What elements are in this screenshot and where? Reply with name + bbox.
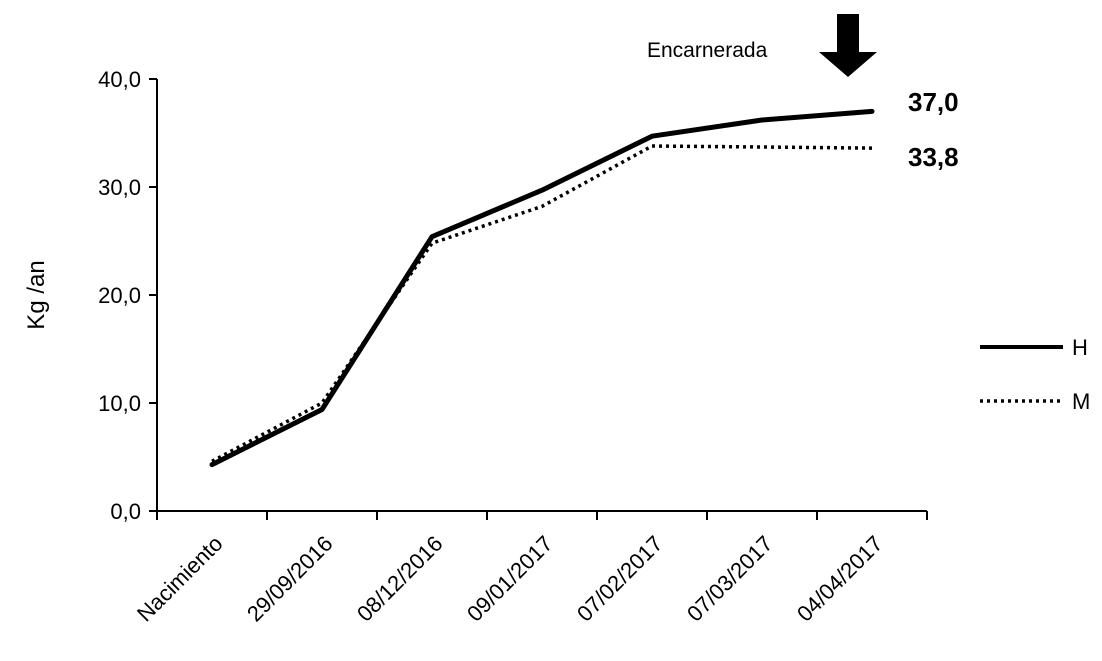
x-tick-label: 08/12/2016 xyxy=(352,531,448,627)
x-tick-label: 29/09/2016 xyxy=(242,531,338,627)
y-tick-label: 20,0 xyxy=(98,283,141,308)
y-axis-title: Kg /an xyxy=(23,260,50,329)
legend-label-m: M xyxy=(1072,389,1090,414)
x-tick-label: Nacimiento xyxy=(132,531,227,626)
axes xyxy=(149,78,928,520)
series-lines xyxy=(209,108,875,468)
y-tick-label: 0,0 xyxy=(110,499,141,524)
end-label-h: 37,0 xyxy=(908,87,959,117)
y-tick-label: 40,0 xyxy=(98,67,141,92)
series-line-h xyxy=(209,108,875,468)
down-arrow-icon xyxy=(819,14,877,77)
x-tick-label: 07/03/2017 xyxy=(682,531,778,627)
x-tick-label: 04/04/2017 xyxy=(792,531,888,627)
series-line-m xyxy=(211,144,873,463)
y-tick-label: 30,0 xyxy=(98,175,141,200)
end-label-m: 33,8 xyxy=(908,142,959,172)
y-tick-label: 10,0 xyxy=(98,391,141,416)
x-tick-label: 07/02/2017 xyxy=(572,531,668,627)
legend-label-h: H xyxy=(1072,335,1088,360)
x-tick-label: 09/01/2017 xyxy=(462,531,558,627)
legend: H M xyxy=(980,335,1090,414)
encarnerada-annotation: Encarnerada xyxy=(647,39,768,62)
